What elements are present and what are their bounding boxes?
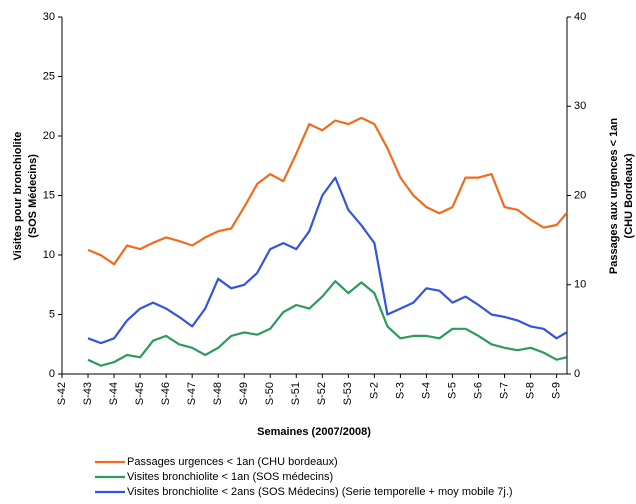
y2-tick-label: 10 bbox=[574, 279, 586, 291]
legend-label: Visites bronchiolite < 2ans (SOS Médecin… bbox=[127, 486, 513, 498]
series-line bbox=[87, 116, 568, 266]
y2-tick-label: 0 bbox=[574, 368, 580, 380]
x-tick-label: S-9 bbox=[550, 382, 562, 399]
y-tick-label: 20 bbox=[43, 130, 55, 142]
y2-axis-label: (CHU Bordeaux) bbox=[623, 153, 635, 238]
x-tick-label: S-51 bbox=[290, 382, 302, 405]
x-tick-label: S-46 bbox=[160, 382, 172, 405]
y-axis-label: (SOS Médecins) bbox=[27, 154, 39, 238]
y-tick-label: 10 bbox=[43, 249, 55, 261]
legend-label: Visites bronchiolite < 1an (SOS médecins… bbox=[127, 471, 333, 483]
x-tick-label: S-44 bbox=[108, 382, 120, 405]
x-tick-label: S-4 bbox=[420, 382, 432, 399]
x-tick-label: S-47 bbox=[186, 382, 198, 405]
y-tick-label: 0 bbox=[49, 368, 55, 380]
x-tick-label: S-43 bbox=[82, 382, 94, 405]
x-tick-label: S-6 bbox=[472, 382, 484, 399]
y-axis-label: Visites pour bronchiolite bbox=[12, 132, 24, 261]
legend-label: Passages urgences < 1an (CHU bordeaux) bbox=[127, 456, 338, 468]
x-tick-label: S-5 bbox=[446, 382, 458, 399]
series-line bbox=[87, 176, 568, 345]
x-tick-label: S-8 bbox=[524, 382, 536, 399]
x-tick-label: S-3 bbox=[394, 382, 406, 399]
y-tick-label: 15 bbox=[43, 189, 55, 201]
x-axis-label: Semaines (2007/2008) bbox=[257, 426, 371, 438]
x-tick-label: S-50 bbox=[264, 382, 276, 405]
x-tick-label: S-48 bbox=[212, 382, 224, 405]
x-tick-label: S-49 bbox=[238, 382, 250, 405]
series-line bbox=[87, 280, 567, 367]
x-tick-label: S-52 bbox=[316, 382, 328, 405]
x-tick-label: S-42 bbox=[56, 382, 68, 405]
x-tick-label: S-2 bbox=[368, 382, 380, 399]
y2-tick-label: 30 bbox=[574, 100, 586, 112]
x-tick-label: S-7 bbox=[498, 382, 510, 399]
y2-tick-label: 20 bbox=[574, 189, 586, 201]
y-tick-label: 30 bbox=[43, 11, 55, 23]
x-tick-label: S-45 bbox=[134, 382, 146, 405]
y-tick-label: 25 bbox=[43, 70, 55, 82]
x-tick-label: S-53 bbox=[342, 382, 354, 405]
y2-axis-label: Passages aux urgences < 1an bbox=[608, 118, 620, 275]
y-tick-label: 5 bbox=[49, 308, 55, 320]
y2-tick-label: 40 bbox=[574, 11, 586, 23]
